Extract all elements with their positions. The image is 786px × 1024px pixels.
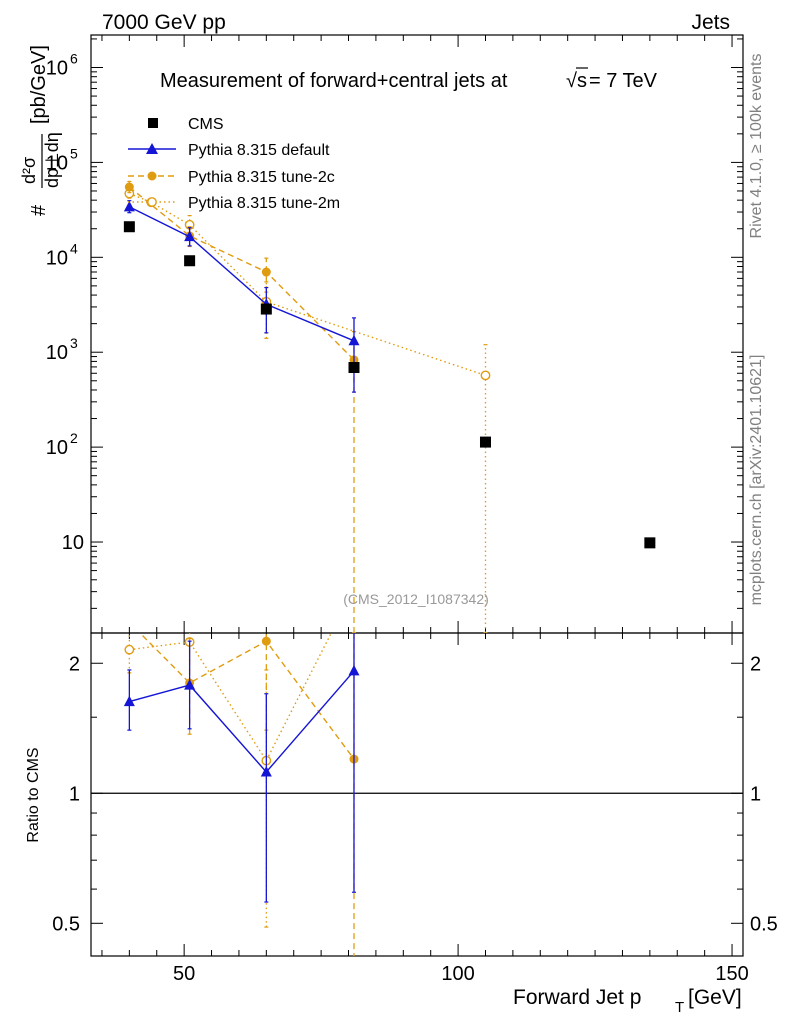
rivet-version-label: Rivet 4.1.0, ≥ 100k events (748, 54, 765, 239)
ylabel-hash: # (28, 204, 50, 216)
main-y-tick-label-exponent: 6 (70, 50, 78, 66)
main-series-pythia-8-315-default (123, 200, 360, 393)
main-data-point (348, 362, 360, 374)
main-y-tick-label-base: 10 (62, 532, 84, 554)
ratio-data-point (184, 679, 196, 690)
main-data-point (124, 182, 134, 192)
ratio-series (103, 487, 407, 956)
main-y-tick-label-base: 10 (46, 342, 68, 364)
ratio-data-point (260, 766, 272, 777)
main-y-tick-label-base: 10 (46, 437, 68, 459)
ratio-data-point (399, 487, 407, 495)
main-data-point (480, 370, 491, 381)
main-y-tick-label-base: 10 (46, 152, 68, 174)
main-y-tick-label: 10 3 (46, 335, 78, 364)
ratio-data-point (261, 636, 271, 646)
ratio-y-tick-label-right: 0.5 (750, 913, 778, 935)
mcplots-label: mcplots.cern.ch [arXiv:2401.10621] (748, 355, 765, 606)
ylabel-numerator: d²σ (19, 157, 39, 184)
main-y-tick-label-base: 10 (46, 247, 68, 269)
x-tick-label: 100 (441, 963, 474, 985)
ratio-data-point (103, 596, 112, 605)
main-y-tick-label-exponent: 4 (70, 240, 78, 256)
xlabel-sub: T (675, 999, 684, 1016)
x-tick-label: 150 (715, 963, 748, 985)
legend-label-tune2c: Pythia 8.315 tune-2c (188, 169, 335, 186)
legend-entry-tune2m: Pythia 8.315 tune-2m (128, 195, 340, 212)
legend-entry-tune2c: Pythia 8.315 tune-2c (128, 169, 335, 186)
ratio-y-tick-label-right: 2 (750, 653, 761, 675)
main-data-point (260, 303, 272, 315)
main-y-tick-label-exponent: 2 (70, 430, 78, 446)
ratio-y-axis-label: Ratio to CMS (25, 747, 42, 842)
xlabel-main: Forward Jet p (513, 986, 641, 1009)
legend-entry-cms: CMS (148, 116, 224, 133)
main-series-line (129, 192, 486, 377)
analysis-watermark: (CMS_2012_I1087342) (343, 591, 489, 607)
main-data-point (348, 334, 360, 346)
title-sqrt: √ (566, 70, 577, 92)
main-y-axis-label: # d²σ dp⊥dη [pb/GeV] (19, 45, 62, 216)
ratio-data-point (123, 695, 135, 707)
ratio-plot-frame (90, 632, 744, 957)
legend-marker-cms (148, 118, 158, 128)
ratio-data-point (348, 664, 360, 676)
main-data-point (479, 436, 491, 448)
ratio-series-line (139, 633, 355, 760)
main-y-tick-label-base: 10 (46, 57, 68, 79)
legend-marker-default (146, 143, 158, 154)
main-data-point (123, 200, 135, 212)
ylabel-unit: [pb/GeV] (28, 45, 50, 124)
ratio-y-tick-label: 0.5 (52, 913, 80, 935)
header-jets-label: Jets (691, 11, 730, 34)
legend-marker-tune2m (147, 197, 157, 207)
legend: CMS Pythia 8.315 default Pythia 8.315 tu… (128, 116, 340, 212)
ratio-data-point (124, 644, 135, 655)
main-data-point (644, 537, 656, 549)
title-suffix: = 7 TeV (589, 70, 658, 92)
main-series-pythia-8-315-tune-2m (124, 188, 491, 633)
main-y-tick-label: 10 5 (46, 145, 78, 174)
ratio-y-tick-label-right: 1 (750, 783, 761, 805)
xlabel-unit: [GeV] (688, 986, 742, 1009)
main-series-pythia-8-315-tune-2c (124, 180, 359, 633)
header-energy-label: 7000 GeV pp (102, 11, 226, 34)
legend-entry-default: Pythia 8.315 default (128, 142, 330, 159)
legend-label-tune2m: Pythia 8.315 tune-2m (188, 195, 340, 212)
ratio-y-tick-label: 1 (69, 783, 80, 805)
legend-marker-tune2c (147, 171, 157, 181)
title-s: s (577, 70, 587, 92)
plot-title: Measurement of forward+central jets at √… (160, 67, 658, 92)
main-y-tick-label: 10 (62, 532, 84, 554)
ratio-axes: 0.5 0.5 1 1 2 2 50 100 150 (52, 653, 778, 985)
main-y-tick-label-exponent: 3 (70, 335, 78, 351)
main-y-tick-label-exponent: 5 (70, 145, 78, 161)
x-tick-label: 50 (173, 963, 195, 985)
main-data-point (261, 267, 271, 277)
ratio-series-pythia-8-315-default (123, 633, 360, 903)
main-series-line (129, 206, 355, 342)
ratio-series-line (129, 670, 355, 774)
main-y-tick-label: 10 6 (46, 50, 78, 79)
title-prefix: Measurement of forward+central jets at (160, 70, 508, 92)
main-data-point (184, 255, 196, 267)
main-series (123, 180, 656, 633)
ratio-y-tick-label: 2 (69, 653, 80, 675)
main-y-tick-label: 10 4 (46, 240, 78, 269)
main-data-point (184, 230, 196, 242)
ratio-series-line (129, 633, 333, 763)
legend-label-default: Pythia 8.315 default (188, 142, 330, 159)
main-data-point (123, 221, 135, 233)
main-series-line (128, 186, 355, 361)
x-axis-label: Forward Jet p T [GeV] (513, 986, 742, 1016)
ylabel-denominator: dp⊥dη (42, 132, 62, 188)
main-y-tick-label: 10 2 (46, 430, 78, 459)
legend-label-cms: CMS (188, 116, 224, 133)
main-series-cms (123, 221, 656, 549)
